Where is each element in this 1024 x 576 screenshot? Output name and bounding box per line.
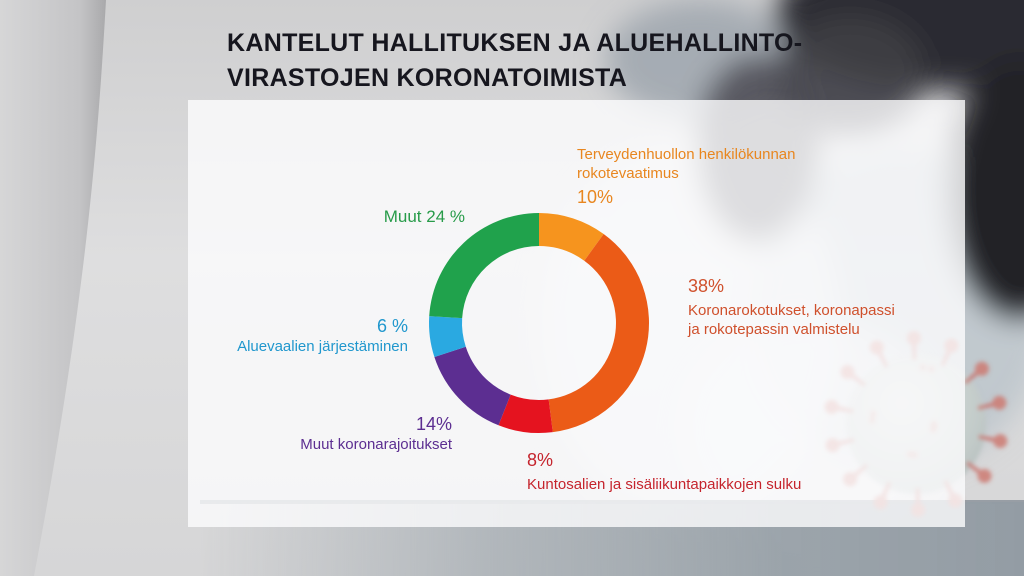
donut-segment-5 — [429, 213, 539, 319]
callout-gym-closures-value: 8% — [527, 450, 554, 470]
donut-segment-2 — [498, 394, 553, 433]
page-title: KANTELUT HALLITUKSEN JA ALUEHALLINTO- VI… — [227, 26, 802, 96]
content-panel — [188, 100, 965, 527]
callout-vaccinations: 38% Koronarokotukset, koronapassi ja rok… — [688, 275, 895, 339]
callout-vaccinations-line1: Koronarokotukset, koronapassi — [688, 302, 895, 319]
callout-regional-elections: 6 % Aluevaalien järjestäminen — [237, 315, 408, 356]
callout-other-restrictions: 14% Muut koronarajoitukset — [300, 413, 452, 454]
callout-health-staff: Terveydenhuollon henkilökunnan rokotevaa… — [577, 145, 796, 208]
bg-left-fold — [0, 0, 106, 576]
callout-health-staff-value: 10% — [577, 187, 614, 207]
callout-other: Muut 24 % — [384, 206, 465, 227]
callout-other-restrictions-line1: Muut koronarajoitukset — [300, 436, 452, 453]
callout-other-text: Muut 24 % — [383, 207, 465, 226]
callout-vaccinations-line2: ja rokotepassin valmistelu — [688, 321, 860, 338]
callout-gym-closures-line1: Kuntosalien ja sisäliikuntapaikkojen sul… — [527, 476, 802, 493]
donut-segment-1 — [548, 234, 649, 433]
donut-segment-4 — [429, 316, 466, 357]
donut-segment-0 — [539, 212, 604, 261]
callout-gym-closures: 8% Kuntosalien ja sisäliikuntapaikkojen … — [527, 449, 801, 494]
callout-health-staff-line2: rokotevaatimus — [577, 165, 679, 182]
title-line-2: VIRASTOJEN KORONATOIMISTA — [227, 64, 628, 92]
callout-vaccinations-value: 38% — [688, 276, 725, 296]
callout-other-restrictions-value: 14% — [415, 414, 452, 434]
donut-segment-3 — [434, 346, 511, 426]
callout-health-staff-line1: Terveydenhuollon henkilökunnan — [577, 146, 796, 163]
title-line-1: KANTELUT HALLITUKSEN JA ALUEHALLINTO- — [227, 29, 803, 57]
callout-regional-elections-line1: Aluevaalien järjestäminen — [237, 338, 408, 355]
callout-regional-elections-value: 6 % — [376, 316, 408, 336]
